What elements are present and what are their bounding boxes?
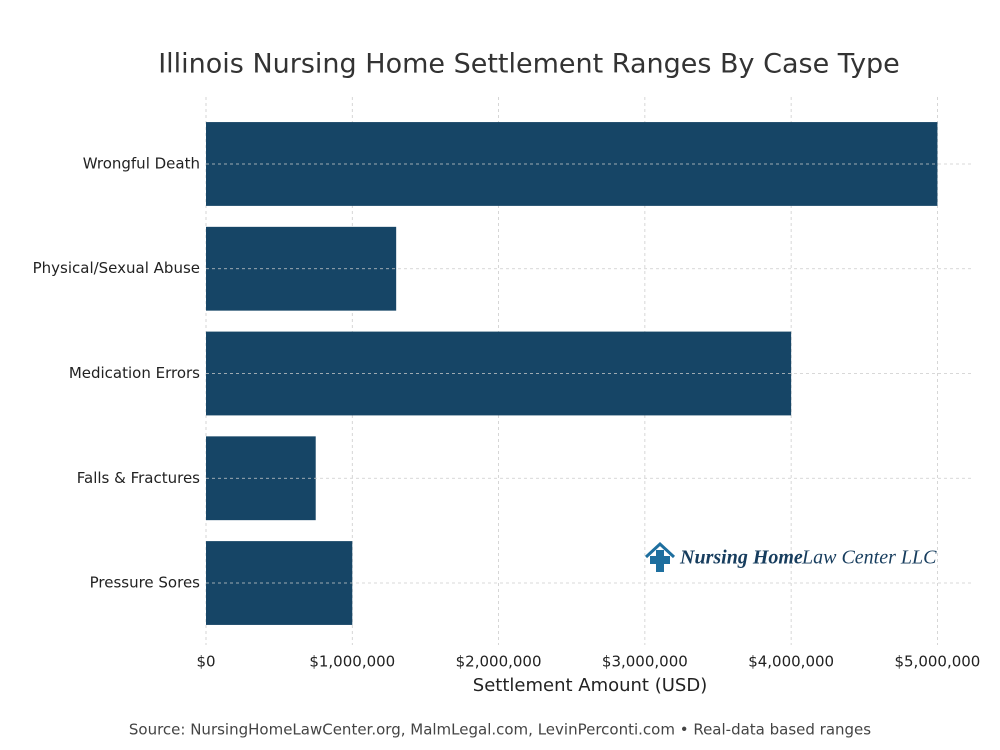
source-note: Source: NursingHomeLawCenter.org, MalmLe… bbox=[129, 721, 871, 739]
chart-title: Illinois Nursing Home Settlement Ranges … bbox=[158, 49, 900, 80]
y-tick-label: Medication Errors bbox=[69, 364, 200, 382]
x-tick-label: $2,000,000 bbox=[456, 653, 542, 671]
y-tick-label: Physical/Sexual Abuse bbox=[33, 259, 200, 277]
x-tick-label: $3,000,000 bbox=[602, 653, 688, 671]
bar bbox=[206, 331, 792, 416]
y-tick-label: Pressure Sores bbox=[90, 574, 201, 592]
y-tick-label: Falls & Fractures bbox=[77, 469, 200, 487]
logo: Nursing Home Law Center LLC bbox=[644, 541, 937, 572]
x-tick-label: $0 bbox=[196, 653, 215, 671]
logo-roof bbox=[644, 541, 676, 559]
y-tick-label: Wrongful Death bbox=[83, 154, 200, 172]
x-tick-label: $5,000,000 bbox=[894, 653, 980, 671]
bar bbox=[206, 226, 397, 311]
x-tick-label: $4,000,000 bbox=[748, 653, 834, 671]
logo-rest: Law Center LLC bbox=[801, 547, 937, 569]
x-axis-label: Settlement Amount (USD) bbox=[473, 675, 707, 696]
x-tick-label: $1,000,000 bbox=[309, 653, 395, 671]
logo-cross bbox=[650, 550, 670, 572]
logo-bold: Nursing Home bbox=[679, 547, 803, 569]
